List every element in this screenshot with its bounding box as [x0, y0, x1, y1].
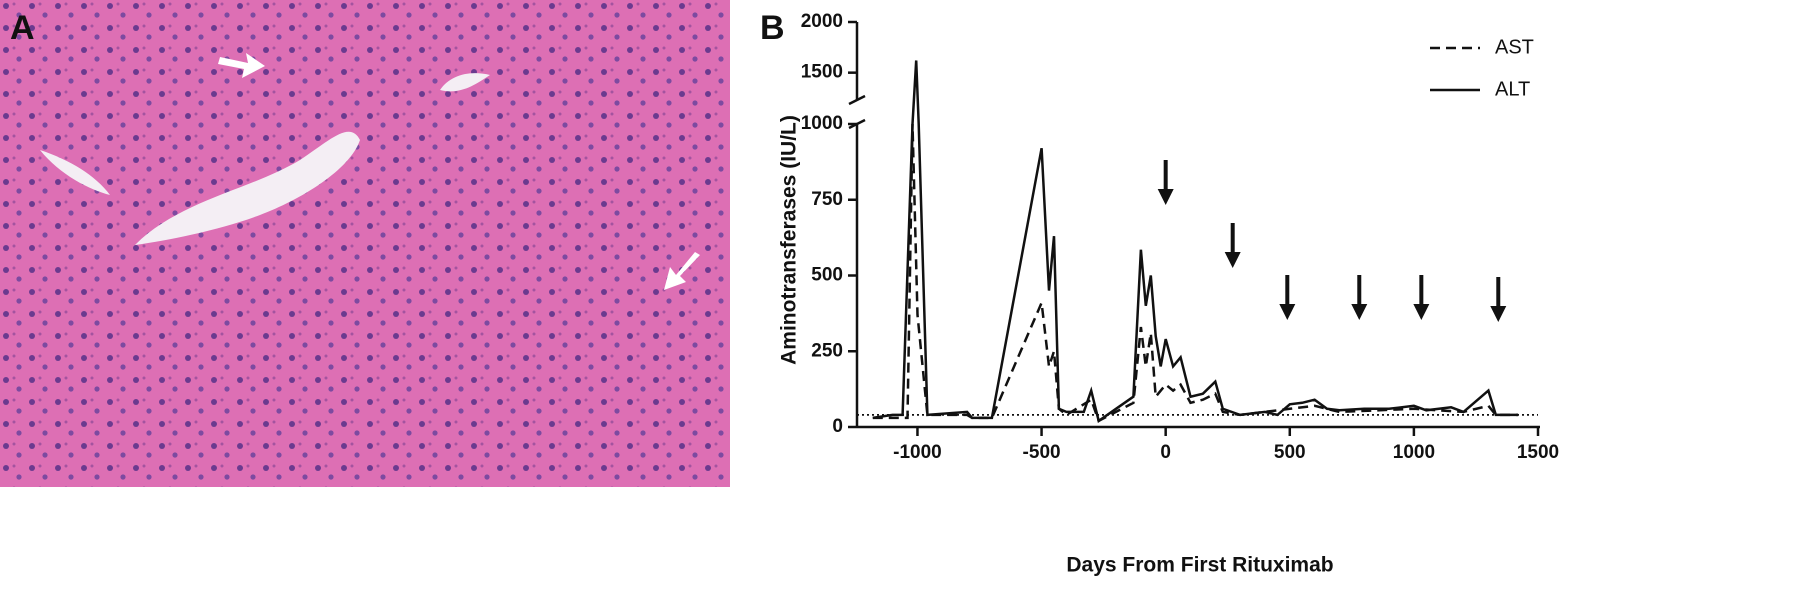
- histology-panel: A: [0, 0, 730, 487]
- vessel: [440, 73, 490, 92]
- dose-arrow-head: [1351, 304, 1368, 320]
- x-tick-label: 500: [1274, 442, 1306, 463]
- series-line: [872, 123, 1519, 423]
- y-tick-label: 2000: [801, 11, 843, 32]
- y-tick-label: 1000: [801, 113, 843, 134]
- histology-image: [0, 0, 730, 487]
- dose-arrow-head: [1413, 304, 1430, 320]
- vessel: [135, 131, 360, 245]
- dose-arrow-head: [1224, 252, 1241, 268]
- arrow: [218, 53, 265, 78]
- panel-label: A: [10, 9, 35, 47]
- y-tick-label: 1500: [801, 62, 843, 83]
- x-tick-label: -1000: [893, 442, 942, 463]
- series-line: [872, 60, 1519, 423]
- axis-break: [848, 94, 866, 106]
- dose-arrow-head: [1157, 189, 1174, 205]
- arrow: [664, 252, 700, 290]
- x-tick-label: -500: [1023, 442, 1061, 463]
- legend-label: AST: [1495, 36, 1534, 58]
- y-axis-title: Aminotransferases (IU/L): [778, 115, 801, 365]
- x-axis-title: Days From First Rituximab: [1066, 554, 1333, 577]
- y-tick-label: 250: [811, 340, 843, 361]
- x-tick-label: 0: [1160, 442, 1171, 463]
- y-tick-label: 500: [811, 265, 843, 286]
- legend-label: ALT: [1495, 78, 1530, 100]
- vessel: [40, 150, 110, 195]
- dose-arrow-head: [1279, 304, 1296, 320]
- panel-label: B: [760, 9, 785, 47]
- x-tick-label: 1500: [1517, 442, 1559, 463]
- y-tick-label: 750: [811, 189, 843, 210]
- y-tick-label: 0: [832, 416, 843, 437]
- dose-arrow-head: [1490, 306, 1507, 322]
- x-tick-label: 1000: [1393, 442, 1435, 463]
